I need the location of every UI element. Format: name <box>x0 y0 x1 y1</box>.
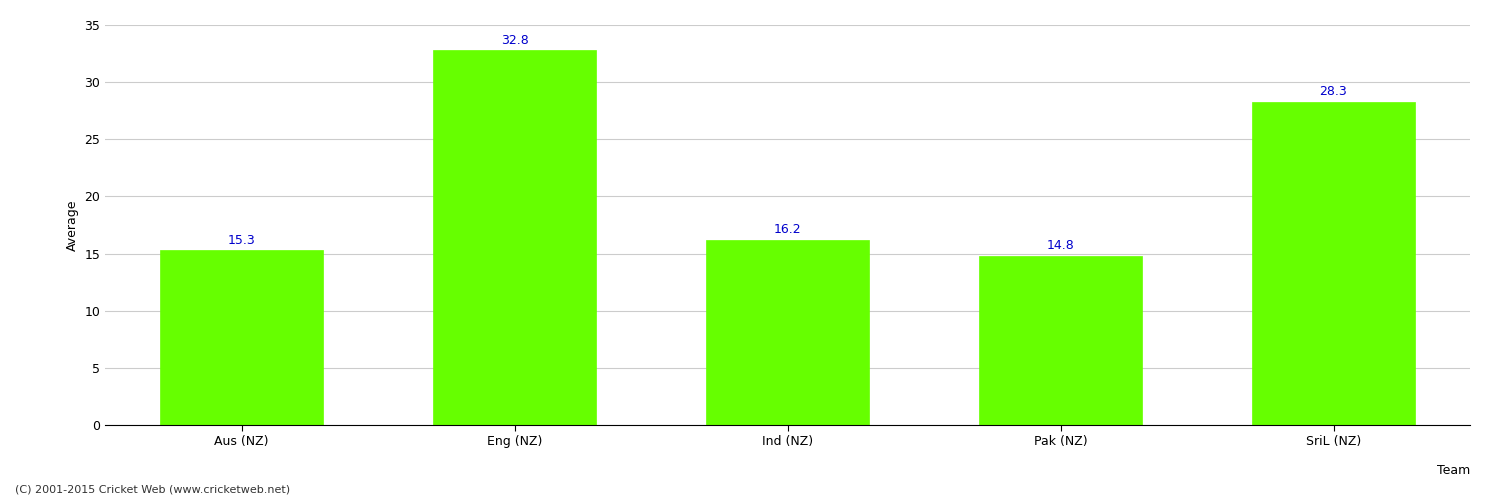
Y-axis label: Average: Average <box>66 199 78 251</box>
Bar <box>978 256 1143 425</box>
Text: 28.3: 28.3 <box>1320 85 1347 98</box>
Text: 14.8: 14.8 <box>1047 240 1074 252</box>
Text: (C) 2001-2015 Cricket Web (www.cricketweb.net): (C) 2001-2015 Cricket Web (www.cricketwe… <box>15 485 290 495</box>
Text: 16.2: 16.2 <box>774 224 801 236</box>
Bar <box>1251 102 1416 425</box>
Text: 15.3: 15.3 <box>228 234 255 246</box>
Text: 32.8: 32.8 <box>501 34 528 46</box>
Bar <box>432 50 597 425</box>
Text: Team: Team <box>1437 464 1470 477</box>
Bar <box>705 240 870 425</box>
Bar <box>159 250 324 425</box>
